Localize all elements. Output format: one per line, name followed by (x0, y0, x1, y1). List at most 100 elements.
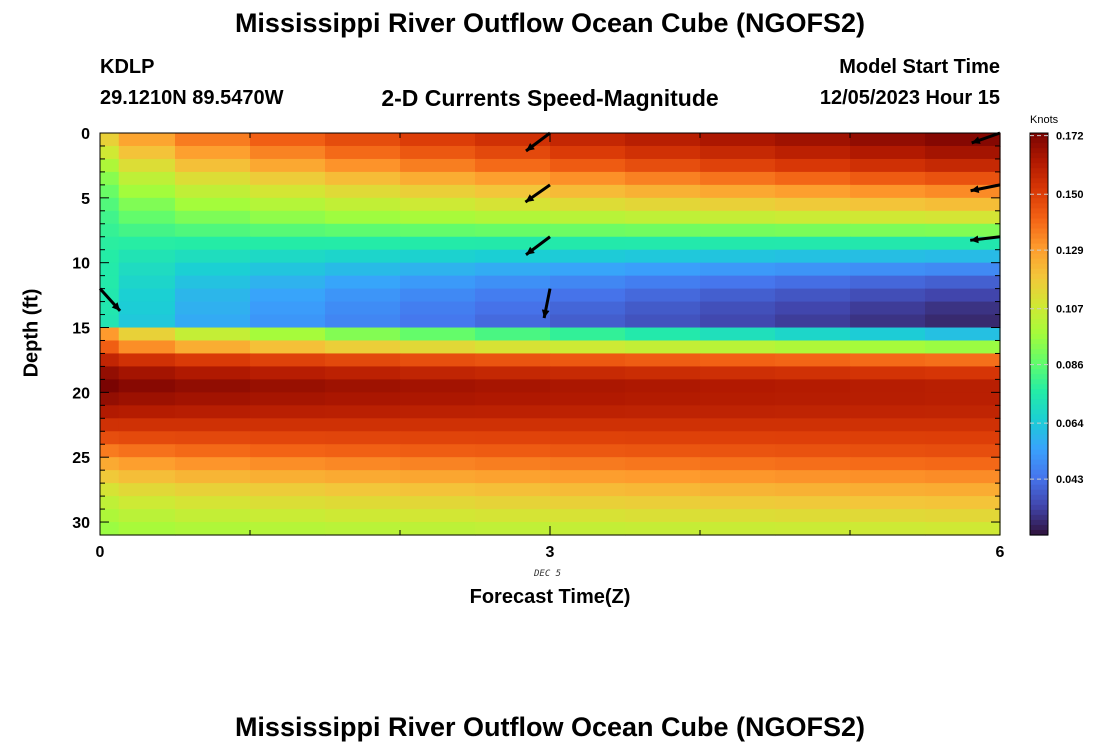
heatmap-cell (100, 275, 120, 290)
heatmap-cell (250, 314, 326, 329)
colorbar-label: Knots (1030, 114, 1059, 126)
heatmap-cell (775, 327, 851, 342)
heatmap-cell (700, 197, 776, 212)
colorbar-segment (1030, 429, 1048, 436)
heatmap-cell (700, 496, 776, 510)
y-tick-label: 5 (81, 191, 90, 208)
heatmap-cell (550, 210, 626, 225)
heatmap-cell (475, 262, 551, 277)
colorbar-segment (1030, 323, 1048, 330)
heatmap-cell (400, 145, 476, 160)
colorbar-segment (1030, 228, 1048, 235)
heatmap-cell (325, 457, 401, 471)
heatmap-cell (118, 392, 176, 406)
heatmap-cell (475, 145, 551, 160)
heatmap-cell (475, 457, 551, 471)
heatmap-cell (325, 184, 401, 199)
heatmap-cell (775, 379, 851, 393)
heatmap-cell (325, 249, 401, 264)
heatmap-cell (250, 379, 326, 393)
colorbar-segment (1030, 404, 1048, 410)
heatmap-cell (775, 275, 851, 290)
colorbar-segment (1030, 158, 1048, 164)
heatmap-cell (250, 223, 326, 238)
heatmap-cell (400, 353, 476, 368)
heatmap-cell (550, 444, 626, 458)
heatmap-cell (550, 262, 626, 277)
heatmap-cell (925, 249, 1001, 264)
heatmap-cell (100, 236, 120, 251)
heatmap-cell (625, 171, 701, 186)
heatmap-cell (775, 444, 851, 458)
heatmap-cell (175, 158, 251, 173)
heatmap-cell (925, 314, 1001, 329)
heatmap-cell (925, 470, 1001, 484)
heatmap-cell (175, 418, 251, 432)
heatmap-cell (925, 327, 1001, 342)
heatmap-cell (118, 314, 176, 329)
heatmap-cell (400, 262, 476, 277)
heatmap-cell (625, 483, 701, 497)
heatmap-cell (625, 197, 701, 212)
heatmap-cell (925, 405, 1001, 419)
heatmap-cell (250, 327, 326, 342)
heatmap-cell (175, 496, 251, 510)
heatmap-cell (850, 327, 926, 342)
heatmap-cell (325, 418, 401, 432)
colorbar-segment (1030, 374, 1048, 380)
colorbar-segment (1030, 153, 1048, 159)
heatmap-cell (850, 223, 926, 238)
colorbar-segment (1030, 459, 1048, 466)
colorbar-segment (1030, 283, 1048, 290)
colorbar-segment (1030, 394, 1048, 400)
heatmap-cell (550, 184, 626, 199)
heatmap-cell (400, 158, 476, 173)
heatmap-cell (250, 496, 326, 510)
colorbar-segment (1030, 328, 1048, 335)
heatmap-cell (475, 509, 551, 523)
heatmap-cell (850, 288, 926, 303)
heatmap-cell (325, 379, 401, 393)
heatmap-cell (775, 366, 851, 380)
heatmap-cell (625, 418, 701, 432)
heatmap-cell (625, 223, 701, 238)
heatmap-cell (625, 379, 701, 393)
heatmap-cell (850, 133, 926, 147)
heatmap-cell (850, 483, 926, 497)
heatmap-cell (250, 184, 326, 199)
heatmap-cell (550, 249, 626, 264)
heatmap-cell (250, 418, 326, 432)
heatmap-cell (325, 327, 401, 342)
colorbar-segment (1030, 263, 1048, 270)
heatmap-cell (850, 509, 926, 523)
heatmap-cell (100, 522, 120, 536)
heatmap-cell (100, 496, 120, 510)
heatmap-cell (550, 288, 626, 303)
heatmap-cell (175, 184, 251, 199)
heatmap-cell (925, 288, 1001, 303)
x-tick-label: 3 (546, 544, 555, 561)
heatmap-cell (625, 366, 701, 380)
heatmap-cell (250, 457, 326, 471)
heatmap-cell (700, 509, 776, 523)
y-tick-label: 15 (72, 321, 90, 338)
colorbar-segment (1030, 213, 1048, 220)
colorbar-segment (1030, 469, 1048, 476)
colorbar-segment (1030, 138, 1048, 144)
colorbar-segment (1030, 419, 1048, 426)
heatmap-cell (250, 210, 326, 225)
heatmap-cell (475, 522, 551, 536)
heatmap-cell (700, 522, 776, 536)
heatmap-cell (100, 405, 120, 419)
heatmap-cell (325, 288, 401, 303)
heatmap-cell (625, 392, 701, 406)
colorbar-segment (1030, 273, 1048, 280)
heatmap-cell (550, 327, 626, 342)
heatmap-cell (118, 496, 176, 510)
colorbar-segment (1030, 509, 1048, 516)
heatmap-cell (625, 431, 701, 445)
heatmap-cell (100, 379, 120, 393)
heatmap-cell (700, 457, 776, 471)
heatmap-cell (625, 327, 701, 342)
heatmap-cell (775, 418, 851, 432)
